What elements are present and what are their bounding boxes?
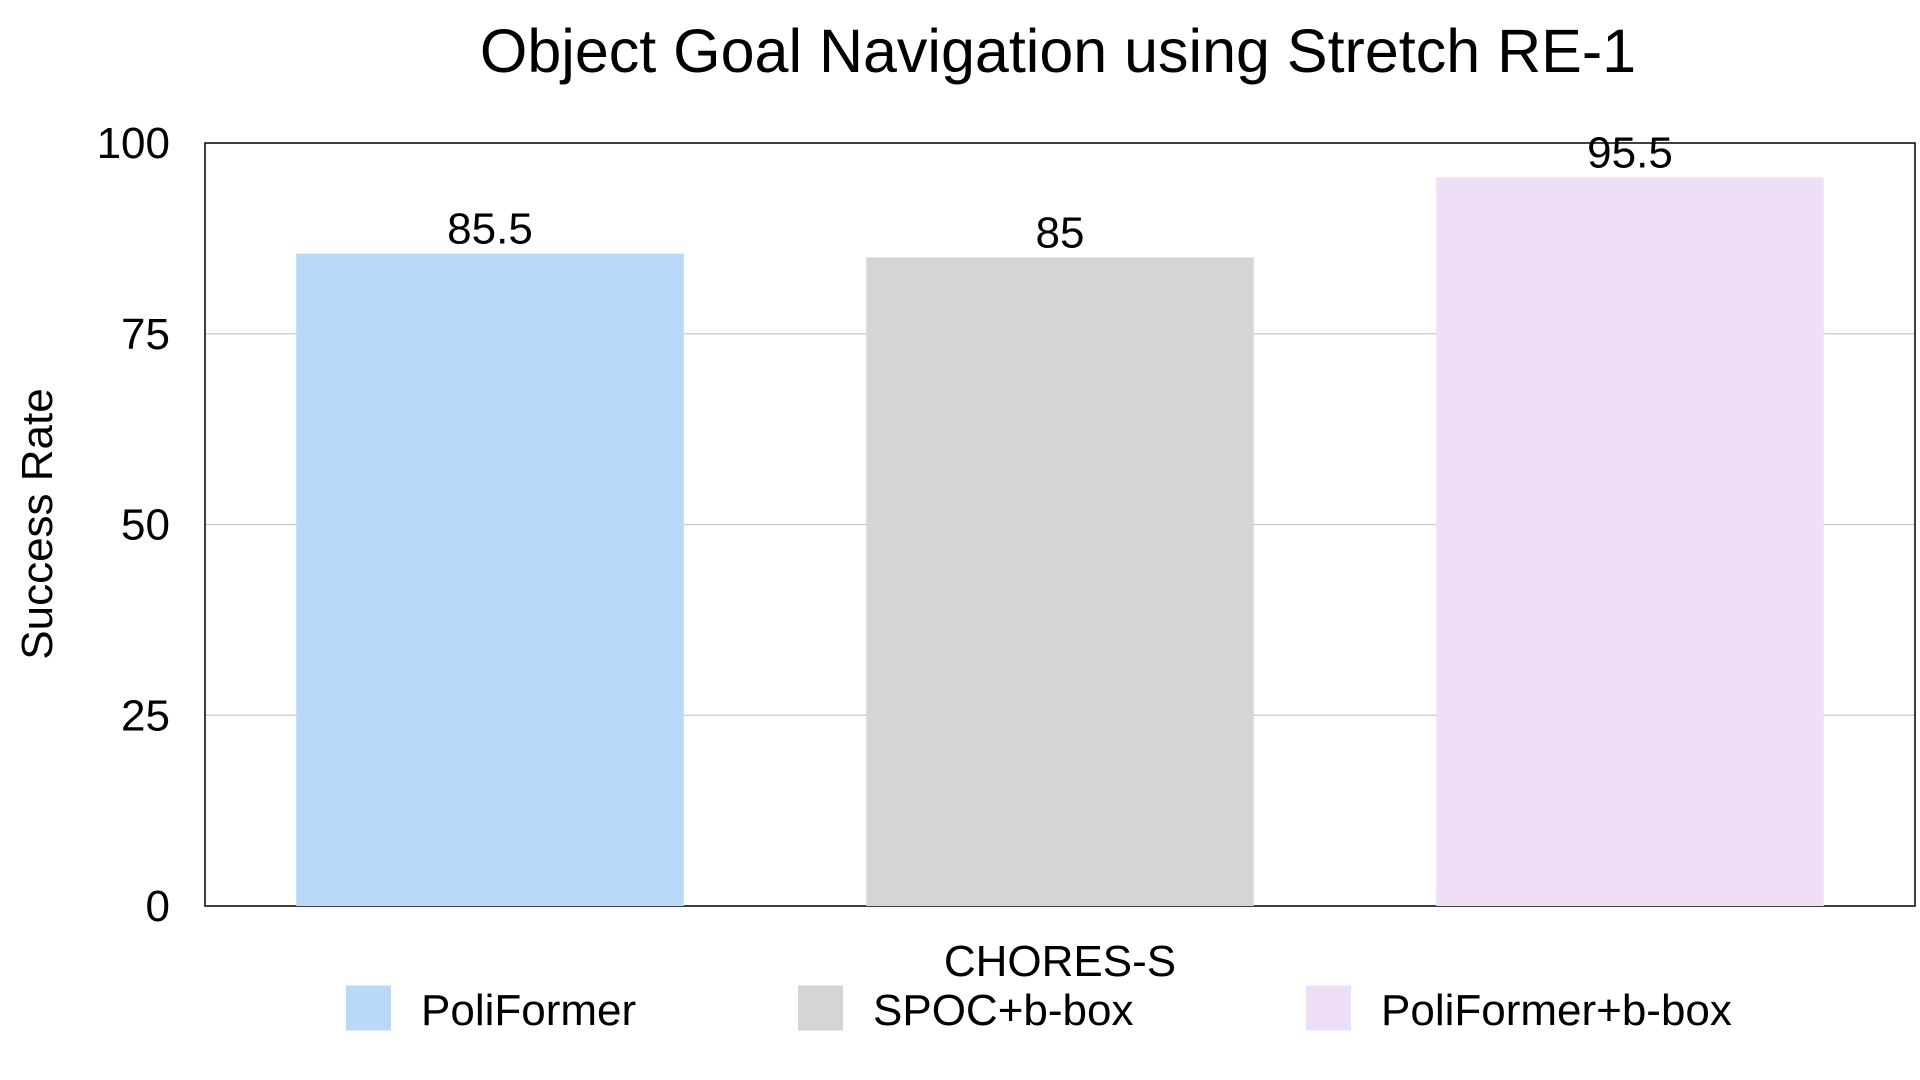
legend-swatch <box>798 985 843 1031</box>
bar-value-label: 85.5 <box>447 205 533 254</box>
bar <box>296 253 684 906</box>
bar-value-label: 85 <box>1036 208 1085 257</box>
legend-swatch <box>346 985 391 1031</box>
bars: 85.5 85 95.5 <box>296 128 1824 906</box>
y-axis-label: Success Rate <box>13 388 62 659</box>
y-axis-ticks: 0 25 50 75 100 <box>97 119 170 931</box>
bar <box>866 257 1254 906</box>
x-axis-category-label: CHORES-S <box>944 937 1176 986</box>
chart-title: Object Goal Navigation using Stretch RE-… <box>480 17 1636 85</box>
legend-label: PoliFormer <box>421 986 636 1035</box>
legend: PoliFormer SPOC+b-box PoliFormer+b-box <box>346 985 1732 1035</box>
bar <box>1436 177 1824 906</box>
legend-swatch <box>1306 985 1351 1031</box>
legend-label: SPOC+b-box <box>873 986 1133 1035</box>
legend-label: PoliFormer+b-box <box>1381 986 1732 1035</box>
y-tick-label: 25 <box>121 691 170 740</box>
y-tick-label: 50 <box>121 501 170 550</box>
bar-value-label: 95.5 <box>1587 128 1673 177</box>
y-tick-label: 0 <box>146 882 170 931</box>
y-tick-label: 75 <box>121 310 170 359</box>
y-tick-label: 100 <box>97 119 170 168</box>
